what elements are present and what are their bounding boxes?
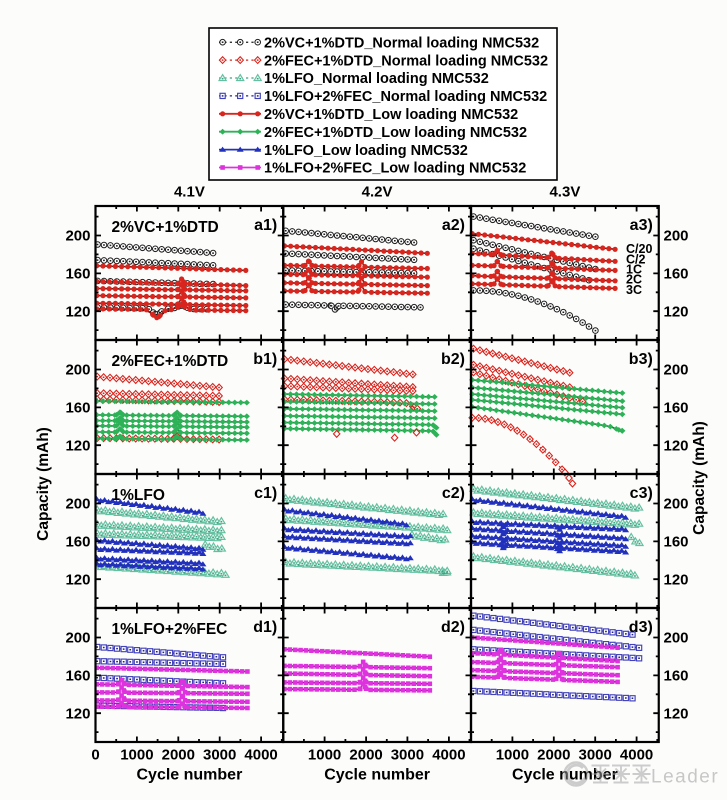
svg-text:1000: 1000	[308, 747, 341, 764]
svg-text:120: 120	[664, 437, 689, 454]
svg-text:1%LFO+2%FEC_Low loading NMC532: 1%LFO+2%FEC_Low loading NMC532	[264, 161, 526, 177]
svg-text:d3): d3)	[629, 619, 653, 636]
svg-text:120: 120	[664, 705, 689, 722]
svg-text:2000: 2000	[349, 747, 382, 764]
svg-text:C/20: C/20	[626, 242, 652, 256]
svg-text:1%LFO+2%FEC: 1%LFO+2%FEC	[112, 621, 228, 638]
svg-text:4.3V: 4.3V	[549, 184, 580, 201]
svg-text:2%VC+1%DTD_Normal loading NMC5: 2%VC+1%DTD_Normal loading NMC532	[264, 35, 539, 51]
svg-text:160: 160	[664, 400, 689, 417]
svg-text:Cycle number: Cycle number	[324, 767, 430, 784]
svg-text:c3): c3)	[630, 485, 653, 502]
svg-text:d1): d1)	[253, 619, 277, 636]
svg-text:4000: 4000	[620, 747, 653, 764]
svg-text:c2): c2)	[442, 485, 465, 502]
svg-text:C/2: C/2	[626, 253, 646, 267]
svg-text:160: 160	[65, 266, 90, 283]
svg-text:4.1V: 4.1V	[174, 184, 205, 201]
svg-text:b3): b3)	[629, 351, 653, 368]
svg-text:2%FEC+1%DTD_Normal loading NMC: 2%FEC+1%DTD_Normal loading NMC532	[264, 53, 548, 69]
svg-text:1000: 1000	[496, 747, 529, 764]
svg-text:3C: 3C	[626, 283, 642, 297]
svg-text:160: 160	[65, 534, 90, 551]
svg-text:120: 120	[65, 437, 90, 454]
svg-text:120: 120	[65, 705, 90, 722]
svg-text:a3): a3)	[630, 217, 653, 234]
svg-text:160: 160	[65, 400, 90, 417]
svg-text:Cycle number: Cycle number	[136, 767, 242, 784]
svg-text:200: 200	[664, 630, 689, 647]
svg-text:2%FEC+1%DTD: 2%FEC+1%DTD	[112, 353, 229, 370]
svg-text:2%VC+1%DTD_Low loading NMC532: 2%VC+1%DTD_Low loading NMC532	[264, 107, 518, 123]
svg-text:200: 200	[664, 228, 689, 245]
svg-text:2000: 2000	[537, 747, 570, 764]
svg-text:160: 160	[664, 266, 689, 283]
svg-text:200: 200	[65, 496, 90, 513]
svg-text:3000: 3000	[203, 747, 236, 764]
svg-text:200: 200	[65, 228, 90, 245]
svg-text:200: 200	[664, 496, 689, 513]
svg-text:160: 160	[664, 668, 689, 685]
svg-text:1%LFO_Low loading NMC532: 1%LFO_Low loading NMC532	[264, 143, 468, 159]
svg-text:200: 200	[65, 630, 90, 647]
svg-text:120: 120	[65, 571, 90, 588]
svg-text:160: 160	[664, 534, 689, 551]
svg-text:4000: 4000	[244, 747, 277, 764]
svg-text:2%FEC+1%DTD_Low loading NMC532: 2%FEC+1%DTD_Low loading NMC532	[264, 125, 527, 141]
svg-text:200: 200	[65, 362, 90, 379]
svg-text:Capacity (mAh): Capacity (mAh)	[35, 427, 52, 541]
svg-text:2000: 2000	[162, 747, 195, 764]
svg-text:1C: 1C	[626, 263, 642, 277]
svg-text:200: 200	[664, 362, 689, 379]
svg-text:a1): a1)	[254, 217, 277, 234]
svg-text:Capacity (mAh): Capacity (mAh)	[691, 421, 708, 535]
svg-text:b1): b1)	[253, 351, 277, 368]
svg-text:2%VC+1%DTD: 2%VC+1%DTD	[112, 219, 219, 236]
svg-text:120: 120	[664, 571, 689, 588]
svg-text:1%LFO+2%FEC_Normal loading NMC: 1%LFO+2%FEC_Normal loading NMC532	[264, 89, 547, 105]
svg-text:120: 120	[664, 303, 689, 320]
svg-text:0: 0	[91, 747, 99, 764]
svg-text:d2): d2)	[441, 619, 465, 636]
svg-text:Leader: Leader	[651, 767, 719, 788]
svg-text:2C: 2C	[626, 273, 642, 287]
svg-text:4000: 4000	[432, 747, 465, 764]
svg-text:a2): a2)	[442, 217, 465, 234]
svg-text:1%LFO: 1%LFO	[112, 487, 165, 504]
svg-text:1%LFO_Normal loading NMC532: 1%LFO_Normal loading NMC532	[264, 71, 489, 87]
svg-text:160: 160	[65, 668, 90, 685]
svg-text:1000: 1000	[120, 747, 153, 764]
svg-text:c1): c1)	[254, 485, 277, 502]
svg-text:3000: 3000	[579, 747, 612, 764]
svg-text:4.2V: 4.2V	[362, 184, 393, 201]
svg-text:120: 120	[65, 303, 90, 320]
svg-text:b2): b2)	[441, 351, 465, 368]
svg-text:3000: 3000	[391, 747, 424, 764]
